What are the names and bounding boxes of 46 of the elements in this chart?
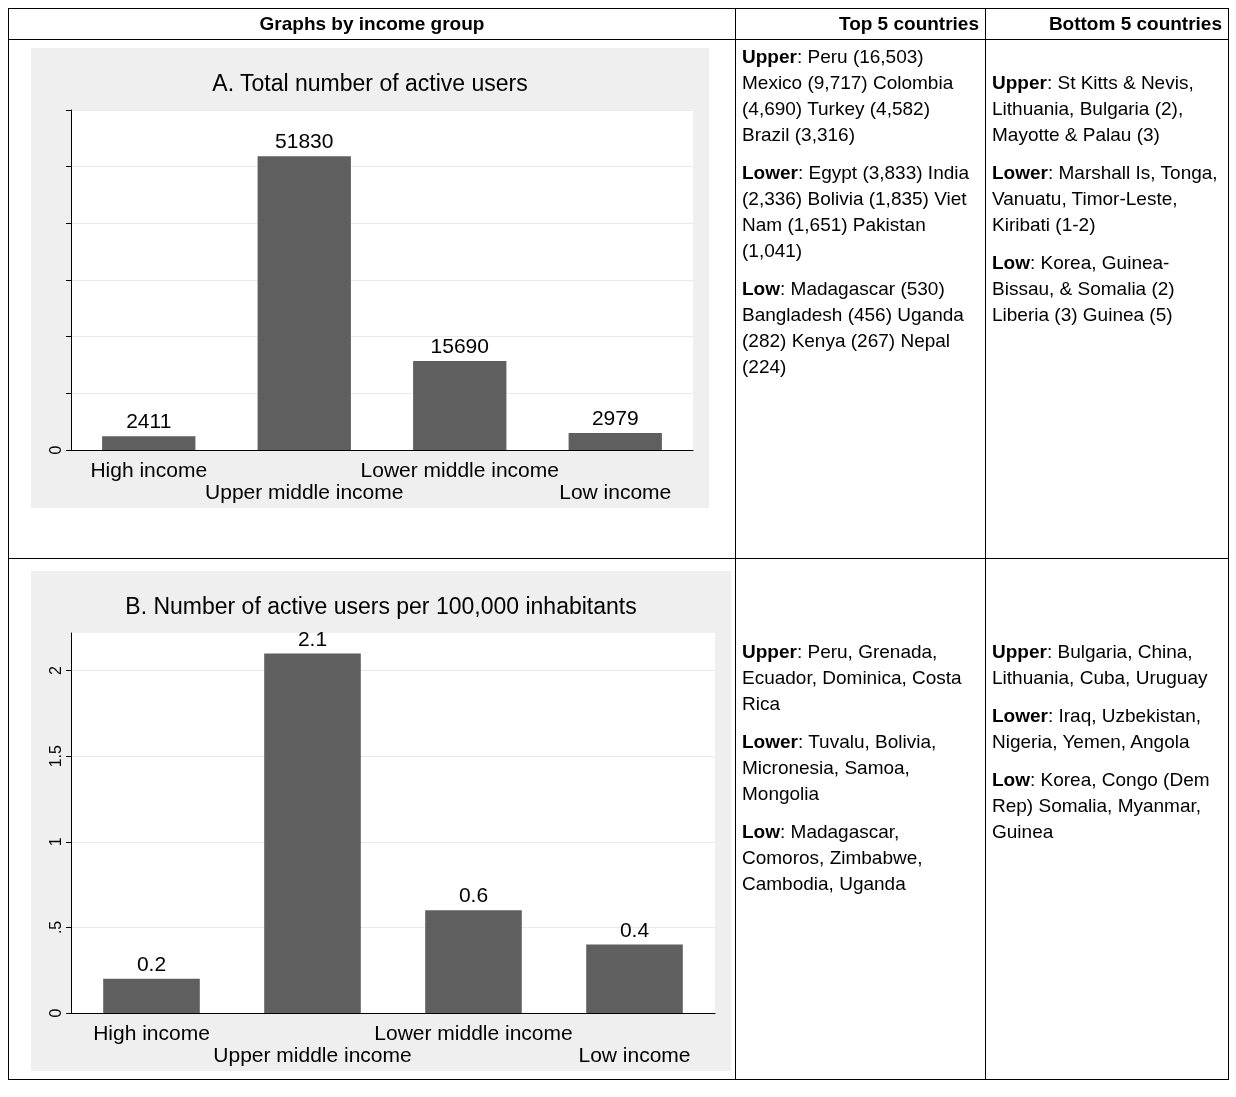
data-label: 0.6 — [458, 883, 489, 907]
chart-title: B. Number of active users per 100,000 inhabitants — [125, 592, 637, 619]
y-tick-label: 0 — [46, 1008, 64, 1018]
data-label: 2979 — [591, 406, 639, 430]
data-label: 2.1 — [297, 626, 328, 650]
y-tick-label: 1.5 — [46, 745, 64, 768]
text: Top 5 countries — [735, 8, 986, 40]
y-tick-label: 2 — [46, 666, 64, 676]
data-label: 0.4 — [619, 917, 650, 941]
data-label: 51830 — [275, 129, 334, 153]
x-tick-label: Upper middle income — [213, 1042, 412, 1066]
text: Lower: Iraq, Uzbekistan, Nigeria, Yemen, Angola — [992, 704, 1203, 754]
x-tick-label: High income — [90, 457, 208, 481]
text: Lower: Marshall Is, Tonga, Vanuatu, Timor-Leste, Kiribati (1-2) — [992, 161, 1219, 237]
text: Low: Korea, Congo (Dem Rep) Somalia, Myanmar, Guinea — [992, 768, 1211, 844]
bar — [413, 361, 507, 450]
y-tick-label: 1 — [46, 837, 64, 847]
data-label: 2411 — [126, 409, 172, 433]
text: Low: Madagascar (530) Bangladesh (456) Uganda (282) Kenya (267) Nepal (224) — [742, 277, 965, 379]
text: Upper: Peru (16,503) Mexico (9,717) Colombia (4,690) Turkey (4,582) Brazil (3,316) — [742, 45, 955, 147]
bar — [586, 944, 683, 1013]
x-tick-label: Low income — [559, 479, 672, 503]
bar — [264, 653, 361, 1013]
text: Upper: St Kitts & Nevis, Lithuania, Bulgaria (2), Mayotte & Palau (3) — [992, 71, 1195, 147]
text: Graphs by income group — [8, 8, 736, 40]
bar — [568, 433, 662, 450]
text: Bottom 5 countries — [985, 8, 1229, 40]
y-tick-label: .5 — [46, 920, 64, 935]
x-tick-label: Lower middle income — [360, 457, 559, 481]
bar — [103, 978, 200, 1013]
bar — [257, 156, 351, 450]
text: Low: Madagascar, Comoros, Zimbabwe, Cambodia, Uganda — [742, 820, 924, 896]
x-tick-label: Lower middle income — [374, 1020, 573, 1044]
chart-title: A. Total number of active users — [212, 69, 528, 96]
text: Low: Korea, Guinea-Bissau, & Somalia (2) Liberia (3) Guinea (5) — [992, 251, 1176, 327]
x-tick-label: Low income — [578, 1042, 691, 1066]
data-label: 0.2 — [136, 951, 167, 975]
bar — [102, 436, 196, 450]
text: Upper: Peru, Grenada, Ecuador, Dominica, Costa Rica — [742, 640, 963, 716]
data-label: 15690 — [430, 334, 489, 358]
text: Lower: Egypt (3,833) India (2,336) Bolivia (1,835) Viet Nam (1,651) Pakistan (1,041) — [742, 161, 971, 263]
text: Lower: Tuvalu, Bolivia, Micronesia, Samoa, Mongolia — [742, 730, 938, 806]
x-tick-label: Upper middle income — [205, 479, 404, 503]
text: Upper: Bulgaria, China, Lithuania, Cuba, Uruguay — [992, 640, 1209, 690]
bar — [425, 910, 522, 1013]
x-tick-label: High income — [93, 1020, 210, 1044]
